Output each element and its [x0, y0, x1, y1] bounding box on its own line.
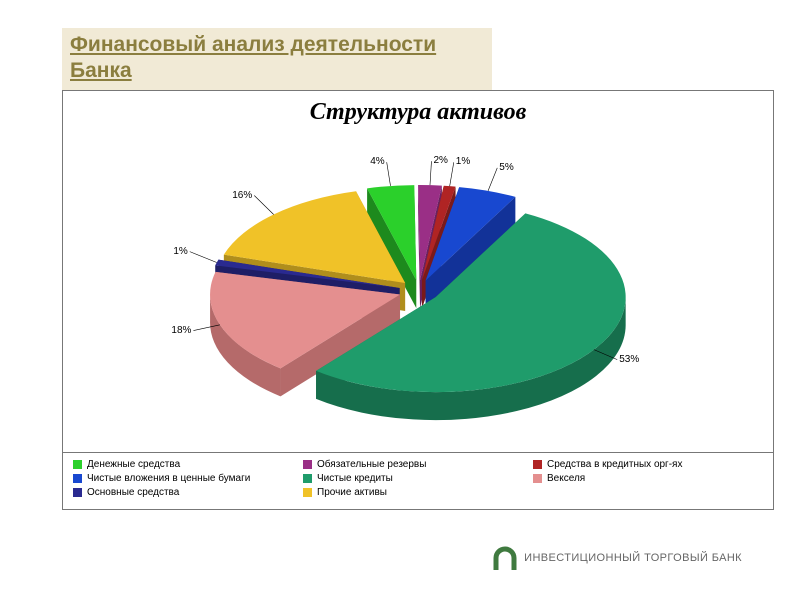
- pie-label: 2%: [433, 155, 447, 166]
- legend-label: Прочие активы: [317, 487, 387, 498]
- pie-label: 18%: [161, 325, 191, 336]
- legend-label: Денежные средства: [87, 459, 180, 470]
- legend-swatch: [73, 474, 82, 483]
- legend-swatch: [303, 488, 312, 497]
- pie-label: 1%: [158, 246, 188, 257]
- legend-label: Средства в кредитных орг-ях: [547, 459, 682, 470]
- pie-label: 5%: [499, 162, 513, 173]
- legend-swatch: [73, 460, 82, 469]
- legend-item: Обязательные резервы: [303, 459, 533, 470]
- legend-swatch: [533, 460, 542, 469]
- legend-swatch: [303, 474, 312, 483]
- legend-label: Обязательные резервы: [317, 459, 426, 470]
- legend-label: Основные средства: [87, 487, 179, 498]
- legend-swatch: [73, 488, 82, 497]
- legend-item: Основные средства: [73, 487, 303, 498]
- page-title-line2: Банка: [70, 59, 132, 82]
- legend-item: Чистые вложения в ценные бумаги: [73, 473, 303, 484]
- legend-label: Чистые вложения в ценные бумаги: [87, 473, 250, 484]
- legend-item: Денежные средства: [73, 459, 303, 470]
- pie-label: 1%: [456, 156, 470, 167]
- pie-label: 16%: [222, 190, 252, 201]
- legend-item: Прочие активы: [303, 487, 533, 498]
- legend-item: Средства в кредитных орг-ях: [533, 459, 763, 470]
- legend-label: Векселя: [547, 473, 585, 484]
- chart-legend: Денежные средства Обязательные резервы Сре…: [63, 452, 773, 509]
- chart-container: Структура активов 4% 2% 1% 5% 53% 18% 1% 16% Де…: [62, 90, 774, 510]
- pie-label: 4%: [355, 156, 385, 167]
- legend-item: [533, 487, 763, 498]
- bank-logo-text: ИНВЕСТИЦИОННЫЙ ТОРГОВЫЙ БАНК: [524, 552, 742, 564]
- chart-title: Структура активов: [63, 99, 773, 126]
- footer-logo: ИНВЕСТИЦИОННЫЙ ТОРГОВЫЙ БАНК: [492, 544, 742, 572]
- page-title-line1: Финансовый анализ деятельности: [70, 33, 436, 56]
- legend-item: Векселя: [533, 473, 763, 484]
- legend-swatch: [533, 474, 542, 483]
- bank-logo-icon: [492, 544, 518, 572]
- pie-chart: 4% 2% 1% 5% 53% 18% 1% 16%: [63, 141, 773, 451]
- legend-swatch: [303, 460, 312, 469]
- pie-label: 53%: [619, 354, 639, 365]
- legend-item: Чистые кредиты: [303, 473, 533, 484]
- page-title-band: Финансовый анализ деятельности Банка: [62, 28, 492, 91]
- page-title-link[interactable]: Финансовый анализ деятельности Банка: [70, 33, 436, 82]
- legend-label: Чистые кредиты: [317, 473, 393, 484]
